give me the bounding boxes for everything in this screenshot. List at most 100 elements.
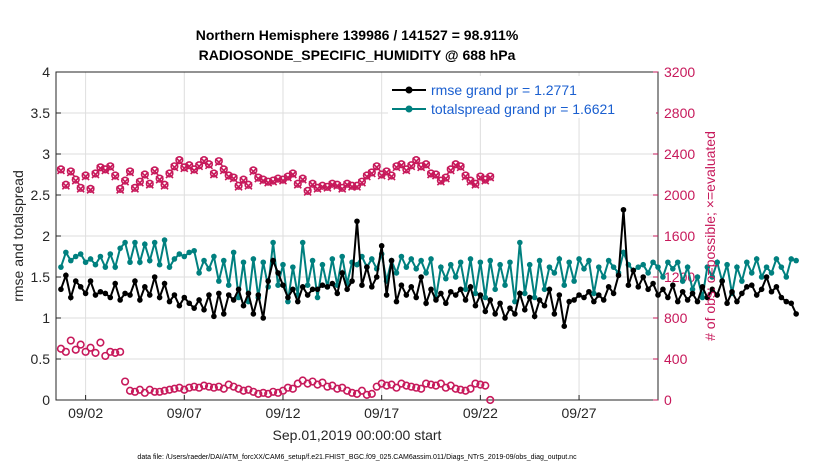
spread-marker: [403, 264, 410, 270]
obs-evaluated-marker: [170, 163, 179, 172]
obs-evaluated-marker: [441, 174, 450, 183]
grid: [56, 72, 658, 400]
rmse-marker: [260, 315, 267, 321]
spread-marker: [620, 249, 627, 256]
line-series: [58, 206, 799, 330]
obs-possible-lower-marker: [244, 385, 253, 394]
rmse-marker: [304, 292, 311, 298]
spread-marker: [487, 257, 494, 264]
spread-marker: [339, 253, 345, 260]
spread-marker: [605, 257, 612, 264]
obs-evaluated-marker: [56, 166, 66, 175]
obs-evaluated-marker: [204, 161, 214, 170]
obs-possible-lower-marker: [421, 379, 431, 388]
spread-marker: [191, 247, 197, 254]
obs-possible-lower-marker: [130, 387, 140, 396]
spread-marker: [714, 259, 721, 266]
spread-marker: [408, 256, 415, 262]
spread-marker: [704, 264, 711, 270]
right-axis: 0 400 800 1200 1600 2000 2400 2800 3200: [653, 64, 695, 408]
y2-tick-label: 2000: [664, 187, 695, 203]
obs-evaluated-marker: [417, 163, 426, 172]
spread-marker: [220, 257, 227, 264]
obs-possible-marker: [234, 181, 243, 190]
legend-rmse-label: rmse grand pr = 1.2771: [431, 82, 577, 98]
rmse-marker: [576, 292, 582, 298]
spread-marker: [477, 259, 484, 266]
obs-possible-lower-marker: [234, 384, 243, 393]
spread-marker: [369, 256, 375, 262]
spread-marker: [181, 253, 188, 260]
obs-possible-lower-marker: [486, 395, 495, 405]
rmse-marker: [339, 270, 345, 276]
y2-tick-label: 1200: [664, 269, 695, 285]
spread-marker: [472, 290, 479, 297]
spread-marker: [591, 290, 597, 297]
obs-possible-lower-marker: [219, 384, 228, 393]
obs-evaluated-marker: [288, 170, 297, 179]
rmse-marker: [418, 274, 424, 280]
spread-marker: [290, 264, 296, 270]
obs-possible-lower-marker: [175, 383, 184, 392]
obs-evaluated-marker: [150, 167, 159, 176]
y-tick-label: 0.5: [31, 351, 51, 367]
obs-possible-lower-marker: [273, 388, 283, 397]
x-axis-label: Sep.01,2019 00:00:00 start: [273, 427, 442, 443]
y-tick-label: 1.5: [31, 269, 51, 285]
rmse-marker: [324, 284, 331, 290]
rmse-marker: [605, 284, 612, 290]
rmse-marker: [512, 311, 518, 317]
obs-evaluated-marker: [76, 184, 85, 193]
spread-marker: [299, 239, 306, 246]
obs-possible-lower-marker: [451, 384, 460, 393]
rmse-marker: [87, 278, 94, 284]
obs-evaluated-marker: [214, 158, 223, 167]
obs-possible-lower-marker: [96, 338, 105, 347]
obs-evaluated-marker: [61, 181, 70, 190]
obs-possible-lower-marker: [185, 383, 194, 392]
rmse-marker: [482, 308, 489, 315]
rmse-marker: [186, 300, 193, 307]
obs-possible-marker: [293, 179, 302, 188]
spread-marker: [77, 251, 84, 257]
obs-evaluated-marker: [367, 169, 376, 178]
x-tick-label: 09/17: [364, 405, 399, 421]
obs-evaluated-marker: [362, 172, 371, 181]
obs-evaluated-marker: [372, 163, 381, 172]
obs-possible-lower-marker: [224, 380, 233, 389]
spread-marker: [778, 264, 785, 270]
obs-possible-marker: [303, 186, 312, 195]
obs-possible-marker: [357, 177, 367, 186]
spread-marker: [92, 261, 99, 268]
spread-marker: [275, 282, 281, 289]
obs-possible-lower-marker: [441, 383, 450, 392]
y2-tick-label: 2400: [664, 146, 695, 162]
rmse-marker: [378, 243, 385, 249]
rmse-marker: [373, 274, 380, 280]
spread-marker: [393, 270, 400, 276]
rmse-marker: [176, 302, 183, 309]
rmse-marker: [729, 288, 735, 295]
spread-marker: [102, 264, 109, 270]
rmse-marker: [492, 311, 498, 317]
obs-possible-marker: [71, 175, 80, 184]
rmse-marker: [334, 290, 341, 297]
legend: rmse grand pr = 1.2771 totalspread grand…: [388, 76, 656, 118]
rmse-marker: [383, 292, 390, 298]
spread-marker: [107, 251, 114, 257]
rmse-marker: [502, 315, 508, 321]
obs-evaluated-marker: [431, 171, 441, 180]
rmse-marker: [220, 311, 227, 317]
rmse-marker: [359, 282, 365, 289]
obs-possible-marker: [116, 184, 125, 193]
obs-evaluated-marker: [481, 176, 490, 185]
rmse-marker: [620, 206, 627, 213]
rmse-marker: [600, 297, 607, 303]
obs-evaluated-marker: [392, 163, 401, 172]
rmse-marker: [413, 294, 420, 301]
obs-possible-lower-marker: [214, 382, 223, 391]
obs-possible-marker: [224, 171, 233, 180]
rmse-marker: [294, 298, 301, 305]
obs-possible-lower-marker: [269, 387, 278, 396]
obs-possible-lower-marker: [145, 385, 154, 394]
